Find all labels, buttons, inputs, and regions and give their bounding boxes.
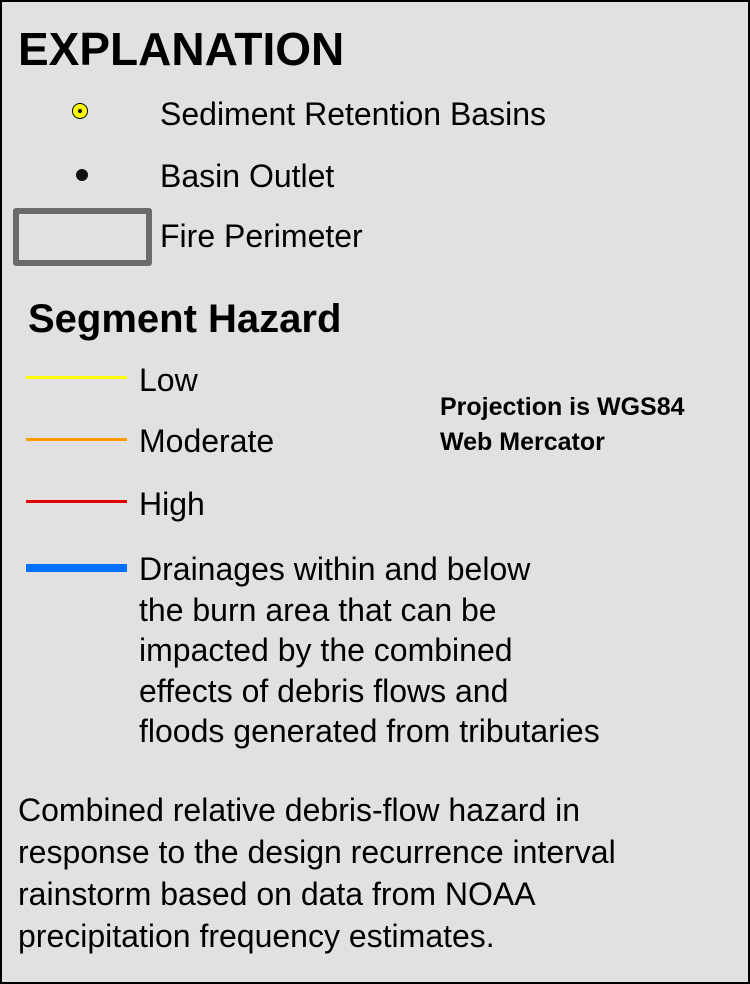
legend-title: EXPLANATION <box>18 23 345 75</box>
drainage-text-line: floods generated from tributaries <box>139 713 600 749</box>
drainage-text-line: Drainages within and below <box>139 551 531 587</box>
description-line: Combined relative debris-flow hazard in <box>18 792 581 828</box>
description-line: rainstorm based on data from NOAA <box>18 876 536 912</box>
drainage-description: Drainages within and below the burn area… <box>139 549 600 752</box>
sediment-basin-icon <box>72 103 88 119</box>
moderate-hazard-line <box>26 438 127 441</box>
hazard-description: Combined relative debris-flow hazard in … <box>18 789 616 957</box>
segment-hazard-title: Segment Hazard <box>28 297 342 341</box>
drainage-text-line: impacted by the combined <box>139 632 513 668</box>
legend-label-high: High <box>139 486 205 522</box>
basin-outlet-icon <box>76 169 88 181</box>
description-line: precipitation frequency estimates. <box>18 918 495 954</box>
projection-note: Projection is WGS84 Web Mercator <box>440 390 685 460</box>
fire-perimeter-symbol <box>13 208 152 266</box>
low-hazard-line <box>26 376 127 379</box>
high-hazard-line <box>26 500 127 503</box>
projection-line: Web Mercator <box>440 428 605 456</box>
description-line: response to the design recurrence interv… <box>18 834 616 870</box>
drainage-text-line: effects of debris flows and <box>139 672 509 709</box>
legend-label-fire-perimeter: Fire Perimeter <box>160 218 363 254</box>
drainage-text-line: the burn area that can be <box>139 591 497 628</box>
legend-label-sediment-basins: Sediment Retention Basins <box>160 96 546 132</box>
legend-label-moderate: Moderate <box>139 423 275 459</box>
projection-line: Projection is WGS84 <box>440 393 685 421</box>
legend-label-basin-outlet: Basin Outlet <box>160 158 335 194</box>
drainage-line <box>26 564 127 572</box>
legend-label-low: Low <box>139 362 198 398</box>
